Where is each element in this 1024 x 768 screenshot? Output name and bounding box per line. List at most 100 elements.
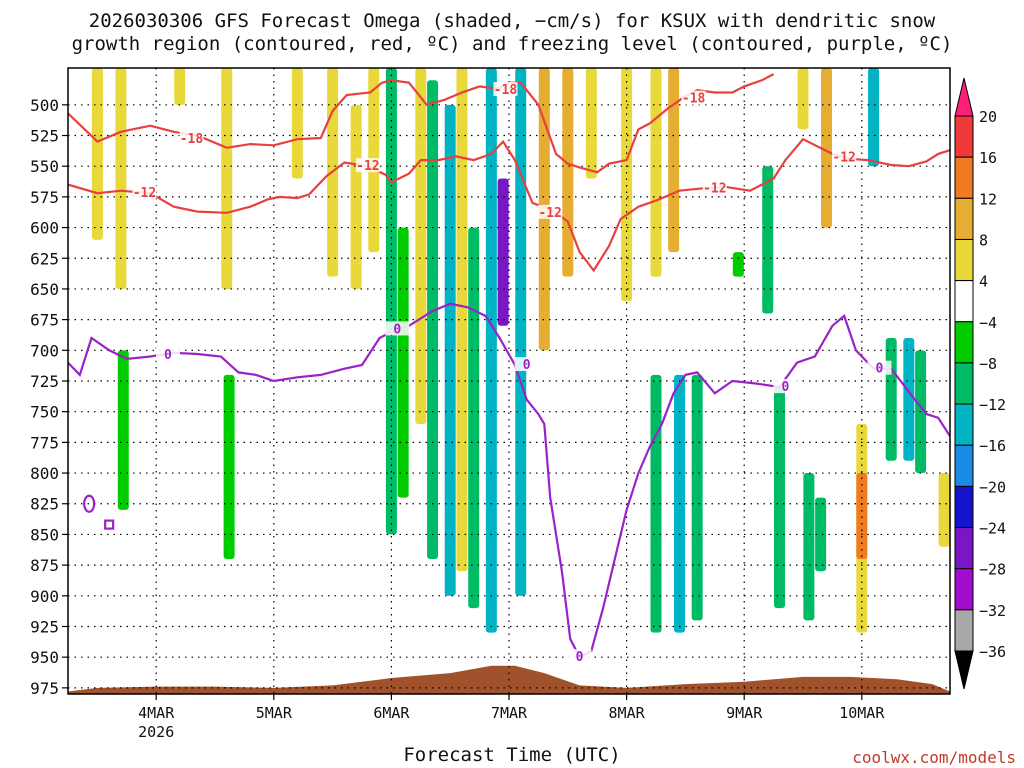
chart-title-line1: 2026030306 GFS Forecast Omega (shaded, −… <box>88 10 936 32</box>
colorbar-segment-12 <box>954 609 974 652</box>
contour-line-1 <box>68 137 950 273</box>
omega-cell-1 <box>115 68 127 289</box>
x-tick-label-6: 10MAR <box>839 704 885 722</box>
colorbar-segment-10 <box>954 527 974 570</box>
contour-label-bg-12 <box>773 379 798 394</box>
omega-cell-2 <box>117 350 129 510</box>
x-tick-label-5: 9MAR <box>726 704 763 722</box>
colorbar-label-12: −32 <box>979 602 1006 620</box>
contour-label-11: 0 <box>576 650 584 665</box>
colorbar-bottom-arrow <box>954 650 974 690</box>
omega-cell-15 <box>456 68 468 572</box>
contour-line-2 <box>68 302 950 659</box>
omega-cell-25 <box>668 68 680 253</box>
colorbar-segment-6 <box>954 362 974 405</box>
y-tick-label-15: 875 <box>30 556 59 575</box>
omega-cell-29 <box>732 252 744 277</box>
omega-cell-21 <box>562 68 574 277</box>
colorbar-label-11: −28 <box>979 561 1006 579</box>
contour-label-bg-1 <box>493 82 518 97</box>
contour-label-1: -18 <box>494 83 518 98</box>
contour-label-0: -18 <box>180 132 204 147</box>
omega-cell-24 <box>650 68 662 277</box>
omega-cell-42 <box>938 473 950 547</box>
omega-cell-16 <box>468 227 480 609</box>
y-tick-label-10: 750 <box>30 403 59 422</box>
contour-line-0 <box>68 73 775 174</box>
x-tick-label-4: 8MAR <box>609 704 646 722</box>
contour-label-10: 0 <box>523 358 531 373</box>
y-tick-label-6: 650 <box>30 280 59 299</box>
x-tick-label-2: 6MAR <box>373 704 410 722</box>
contour-label-4: -12 <box>356 159 379 174</box>
contour-label-7: -12 <box>832 151 855 166</box>
colorbar-segment-11 <box>954 568 974 611</box>
omega-cell-33 <box>803 473 815 621</box>
y-tick-label-0: 500 <box>30 96 59 115</box>
y-tick-label-17: 925 <box>30 617 59 636</box>
contour-label-bg-13 <box>867 360 892 375</box>
omega-cell-3 <box>174 68 186 105</box>
omega-cell-37 <box>856 473 868 559</box>
x-tick-label-1: 5MAR <box>256 704 293 722</box>
contour-label-bg-3 <box>132 185 157 200</box>
omega-cell-28 <box>691 374 703 621</box>
colorbar-label-9: −20 <box>979 478 1006 496</box>
omega-cell-35 <box>815 497 827 572</box>
omega-cell-10 <box>385 68 397 535</box>
colorbar-label-8: −16 <box>979 437 1006 455</box>
colorbar-segment-9 <box>954 485 974 529</box>
y-tick-label-19: 975 <box>30 679 59 698</box>
y-tick-label-12: 800 <box>30 464 59 483</box>
contour-label-bg-9 <box>385 321 410 336</box>
colorbar-segment-5 <box>954 321 974 364</box>
y-tick-label-1: 525 <box>30 127 59 146</box>
contour-label-5: -12 <box>538 206 561 221</box>
contour-label-8: 0 <box>164 348 172 363</box>
omega-cell-19 <box>515 68 527 596</box>
contour-label-9: 0 <box>393 322 401 337</box>
plot-layer: -18 -18 -18 -12 -12 -12 -12 -12 0 0 0 0 0 0 <box>68 68 950 694</box>
colorbar-label-0: 20 <box>979 108 997 126</box>
chart-title-line2: growth region (contoured, red, ºC) and f… <box>71 33 953 55</box>
y-tick-label-7: 675 <box>30 311 59 330</box>
colorbar-segment-4 <box>954 280 974 323</box>
contour-label-bg-11 <box>567 649 592 664</box>
credit-text: coolwx.com/models <box>852 748 1016 767</box>
colorbar-segment-2 <box>954 197 974 240</box>
omega-cell-40 <box>903 338 915 461</box>
x-axis-label: Forecast Time (UTC) <box>403 744 621 766</box>
contour-label-13: 0 <box>876 362 884 377</box>
freezing-loop-b <box>104 519 115 530</box>
colorbar-segment-8 <box>954 444 974 487</box>
x-year-label: 2026 <box>138 723 174 741</box>
contour-label-bg-7 <box>832 149 857 164</box>
colorbar-segment-7 <box>954 403 974 446</box>
omega-cell-12 <box>415 68 427 424</box>
contour-label-bg-8 <box>155 347 180 362</box>
colorbar-segment-3 <box>954 238 974 282</box>
colorbar-label-4: 4 <box>979 273 988 291</box>
colorbar-label-10: −24 <box>979 520 1006 538</box>
y-tick-label-9: 725 <box>30 372 59 391</box>
x-tick-label-3: 7MAR <box>491 704 528 722</box>
y-tick-label-4: 600 <box>30 219 59 238</box>
colorbar-label-5: −4 <box>979 314 997 332</box>
x-tick-label-0: 4MAR <box>138 704 175 722</box>
omega-cell-38 <box>868 68 880 167</box>
y-tick-label-13: 825 <box>30 495 59 514</box>
y-tick-label-16: 900 <box>30 587 59 606</box>
contour-label-bg-10 <box>514 357 539 372</box>
omega-cell-23 <box>621 68 633 302</box>
omega-cell-34 <box>821 68 833 228</box>
colorbar-segment-1 <box>954 156 974 199</box>
colorbar-label-3: 8 <box>979 231 988 249</box>
colorbar-top-arrow <box>954 77 974 117</box>
omega-cell-6 <box>291 68 303 179</box>
contour-label-12: 0 <box>781 380 789 395</box>
contour-label-bg-0 <box>179 131 204 146</box>
contour-label-bg-2 <box>681 90 706 105</box>
colorbar-label-13: −36 <box>979 643 1006 661</box>
